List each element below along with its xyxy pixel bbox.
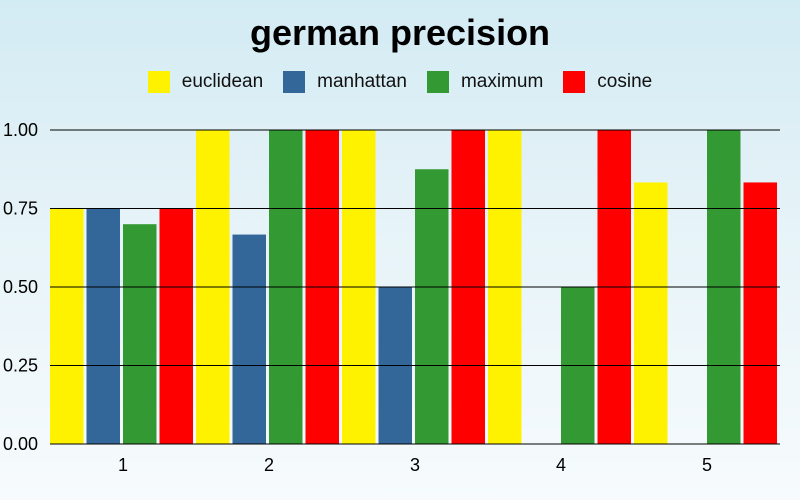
bar-euclidean-1 (50, 208, 84, 444)
bar-maximum-3 (415, 169, 449, 444)
legend-item-maximum: maximum (426, 71, 544, 93)
x-tick-label: 3 (410, 455, 420, 475)
bar-manhattan-2 (232, 234, 266, 444)
x-tick-label: 4 (556, 455, 566, 475)
legend-item-cosine: cosine (563, 71, 652, 93)
bar-manhattan-1 (86, 208, 120, 444)
chart-title: german precision (249, 12, 551, 53)
legend-swatch-manhattan (283, 71, 306, 93)
y-tick-label: 0.50 (3, 277, 38, 297)
x-tick-label: 2 (264, 455, 274, 475)
bar-cosine-1 (159, 208, 193, 444)
y-tick-label: 1.00 (3, 120, 38, 140)
y-tick-label: 0.00 (3, 434, 38, 454)
legend-label-manhattan: manhattan (317, 71, 407, 92)
legend: euclidean manhattan maximum cosine (0, 71, 800, 93)
legend-swatch-maximum (426, 71, 449, 93)
legend-swatch-euclidean (147, 71, 170, 93)
x-tick-label: 1 (118, 455, 128, 475)
legend-swatch-cosine (563, 71, 586, 93)
legend-label-cosine: cosine (597, 71, 653, 92)
legend-item-manhattan: manhattan (283, 71, 407, 93)
bar-cosine-5 (743, 182, 777, 444)
y-tick-label: 0.25 (3, 356, 38, 376)
bar-euclidean-5 (634, 182, 668, 444)
legend-item-euclidean: euclidean (147, 71, 264, 93)
y-tick-label: 0.75 (3, 199, 38, 219)
legend-label-euclidean: euclidean (181, 71, 264, 92)
bar-maximum-1 (123, 224, 157, 444)
legend-label-maximum: maximum (460, 71, 544, 92)
x-tick-label: 5 (702, 455, 712, 475)
